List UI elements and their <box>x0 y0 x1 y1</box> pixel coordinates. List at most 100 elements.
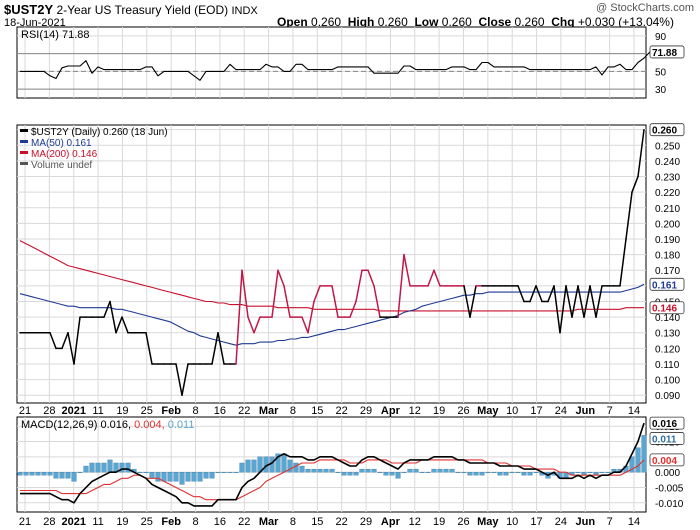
macd-x-tick-label: 8 <box>290 516 296 528</box>
macd-x-tick-label: Mar <box>259 516 279 528</box>
macd-x-tick-label: 21 <box>19 516 31 528</box>
macd-histogram-bar <box>503 472 509 476</box>
macd-histogram-bar <box>347 472 353 476</box>
price-segment <box>403 253 411 287</box>
macd-histogram-bar <box>467 472 473 476</box>
price-segment <box>349 300 357 318</box>
macd-histogram-bar <box>53 472 59 479</box>
price-segment <box>103 300 111 318</box>
security-name: 2-Year US Treasury Yield (EOD) <box>56 3 229 17</box>
watermark[interactable]: @ StockCharts.com <box>596 2 694 14</box>
price-segment <box>49 331 57 350</box>
macd-histogram-bar <box>323 468 329 473</box>
macd-histogram-bar <box>473 472 479 476</box>
macd-histogram-bar <box>143 472 149 473</box>
macd-histogram-bar <box>485 472 491 473</box>
price-y-tick-label: 0.170 <box>655 266 680 277</box>
macd-histogram-bar <box>95 462 101 473</box>
price-x-tick-label: 28 <box>43 405 55 417</box>
macd-histogram-bar <box>305 468 311 473</box>
macd-histogram-bar <box>293 462 299 473</box>
price-x-tick-label: 8 <box>290 405 296 417</box>
macd-histogram-bar <box>125 462 131 473</box>
price-segment <box>331 285 339 318</box>
macd-legend-part: MACD(12,26,9) <box>21 419 100 431</box>
macd-histogram-bar <box>119 462 125 473</box>
price-y-tick-label: 0.110 <box>655 360 680 371</box>
rsi-line <box>20 51 657 81</box>
price-segment <box>571 285 579 318</box>
price-segment <box>577 285 585 318</box>
ma200-value-tag-box <box>649 301 685 315</box>
macd-histogram-bar <box>419 472 425 473</box>
macd-histogram-bar <box>311 468 317 473</box>
price-x-tick-label: 22 <box>336 405 348 417</box>
price-segment <box>145 331 153 365</box>
macd-x-tick-label: 17 <box>530 516 542 528</box>
price-segment <box>535 285 543 303</box>
price-y-tick-label: 0.190 <box>655 235 680 246</box>
macd-hist-value-tag-box <box>649 432 685 445</box>
macd-histogram-bar <box>167 472 173 482</box>
macd-histogram-bar <box>455 472 461 473</box>
price-segment <box>301 316 309 334</box>
price-x-tick-label: May <box>477 405 499 417</box>
macd-histogram-bar <box>527 472 533 476</box>
price-segment <box>115 316 123 334</box>
macd-histogram-bar <box>521 472 527 476</box>
macd-value-tag: 0.016 <box>652 419 677 430</box>
price-segment <box>619 238 627 287</box>
macd-histogram-bar <box>191 472 197 482</box>
macd-histogram-bar <box>83 465 89 473</box>
macd-x-tick-label: 15 <box>311 516 323 528</box>
macd-histogram-bar <box>41 472 47 476</box>
price-segment <box>427 269 435 287</box>
macd-x-tick-label: 16 <box>214 516 226 528</box>
price-y-tick-label: 0.120 <box>655 344 680 355</box>
macd-histogram-bar <box>395 472 401 479</box>
macd-histogram-bar <box>371 468 377 473</box>
macd-x-tick-label: Feb <box>161 516 181 528</box>
macd-y-tick-label: -0.010 <box>655 499 684 510</box>
price-legend-swatch <box>20 140 28 143</box>
symbol: $UST2Y <box>4 2 54 17</box>
macd-x-tick-label: 22 <box>238 516 250 528</box>
price-x-tick-label: Mar <box>259 405 279 417</box>
price-y-tick-label: 0.240 <box>655 157 680 168</box>
macd-signal-value-tag: 0.004 <box>652 456 677 467</box>
price-segment <box>283 285 291 318</box>
macd-histogram-bar <box>449 468 455 473</box>
rsi-panel-frame <box>16 26 647 99</box>
macd-histogram-bar <box>239 462 245 473</box>
price-segment <box>367 269 375 287</box>
macd-x-tick-label: 19 <box>433 516 445 528</box>
price-y-tick-label: 0.090 <box>655 391 680 402</box>
macd-x-tick-label: 10 <box>506 516 518 528</box>
price-y-tick-label: 0.140 <box>655 313 680 324</box>
price-x-tick-label: 24 <box>555 405 567 417</box>
rsi-value-tag: 71.88 <box>652 48 677 59</box>
macd-histogram-bar <box>437 468 443 473</box>
chart-title: $UST2Y 2-Year US Treasury Yield (EOD) IN… <box>4 2 258 17</box>
price-segment <box>253 316 261 334</box>
macd-y-tick-label: -0.005 <box>655 483 684 494</box>
macd-line <box>20 422 645 507</box>
macd-histogram-bar <box>335 472 341 473</box>
price-x-tick-label: 2021 <box>61 405 85 417</box>
macd-histogram-bar <box>401 472 407 473</box>
price-x-tick-label: 11 <box>92 405 103 417</box>
macd-histogram-bar <box>389 472 395 476</box>
macd-histogram-bar <box>431 468 437 473</box>
macd-x-tick-label: 19 <box>116 516 128 528</box>
macd-histogram-bar <box>317 468 323 473</box>
close-value-tag: 0.260 <box>652 126 677 137</box>
macd-histogram-bar <box>89 462 95 473</box>
price-segment <box>463 285 471 318</box>
macd-histogram-bar <box>509 472 515 473</box>
macd-legend-part: 0.011 <box>168 419 195 431</box>
price-x-tick-label: 16 <box>214 405 226 417</box>
price-segment <box>565 285 573 318</box>
macd-histogram-bar <box>137 472 143 473</box>
price-legend-entry: Volume undef <box>31 160 92 171</box>
